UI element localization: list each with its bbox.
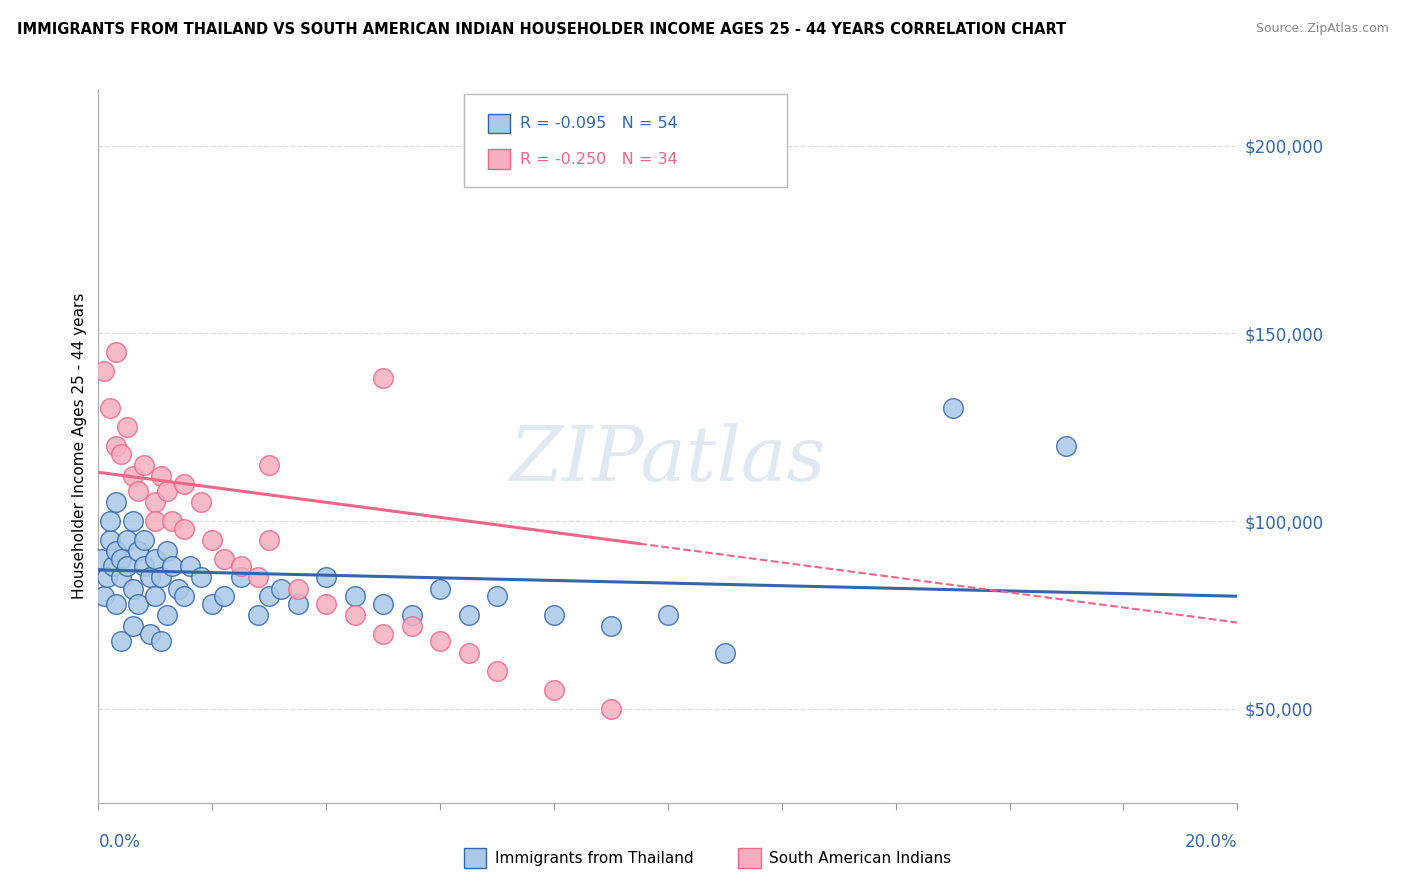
Point: [259, 533, 281, 547]
Point: [145, 514, 167, 528]
Point: [343, 589, 366, 603]
Point: [127, 597, 149, 611]
Point: [600, 619, 623, 633]
Point: [173, 589, 195, 603]
Text: R = -0.250   N = 34: R = -0.250 N = 34: [520, 152, 678, 167]
Point: [96, 570, 118, 584]
Point: [401, 607, 423, 622]
Point: [229, 570, 252, 584]
Point: [162, 559, 184, 574]
Text: 0.0%: 0.0%: [98, 833, 141, 851]
Point: [259, 589, 281, 603]
Point: [150, 570, 173, 584]
Point: [543, 683, 565, 698]
Text: IMMIGRANTS FROM THAILAND VS SOUTH AMERICAN INDIAN HOUSEHOLDER INCOME AGES 25 - 4: IMMIGRANTS FROM THAILAND VS SOUTH AMERIC…: [17, 22, 1066, 37]
Point: [110, 446, 132, 460]
Text: Source: ZipAtlas.com: Source: ZipAtlas.com: [1256, 22, 1389, 36]
Point: [343, 607, 366, 622]
Point: [132, 559, 155, 574]
Point: [145, 589, 167, 603]
Point: [104, 544, 127, 558]
Point: [93, 364, 115, 378]
Point: [657, 607, 679, 622]
Point: [104, 439, 127, 453]
Point: [156, 544, 179, 558]
Point: [1056, 439, 1078, 453]
Point: [246, 607, 269, 622]
Point: [127, 544, 149, 558]
Point: [127, 484, 149, 499]
Point: [315, 597, 337, 611]
Point: [167, 582, 190, 596]
Point: [714, 646, 737, 660]
Text: R = -0.095   N = 54: R = -0.095 N = 54: [520, 116, 678, 131]
Point: [138, 570, 160, 584]
Point: [270, 582, 292, 596]
Point: [457, 607, 479, 622]
Text: ZIPatlas: ZIPatlas: [509, 424, 827, 497]
Point: [315, 570, 337, 584]
Text: 20.0%: 20.0%: [1185, 833, 1237, 851]
Point: [156, 484, 179, 499]
Point: [145, 495, 167, 509]
Point: [486, 665, 509, 679]
Point: [110, 551, 132, 566]
Point: [212, 551, 235, 566]
Point: [373, 371, 395, 385]
Point: [138, 627, 160, 641]
Point: [373, 597, 395, 611]
Point: [229, 559, 252, 574]
Y-axis label: Householder Income Ages 25 - 44 years: Householder Income Ages 25 - 44 years: [72, 293, 87, 599]
Point: [132, 533, 155, 547]
Point: [110, 570, 132, 584]
Point: [150, 469, 173, 483]
Point: [486, 589, 509, 603]
Point: [173, 476, 195, 491]
Point: [287, 582, 309, 596]
Point: [121, 469, 143, 483]
Point: [90, 551, 112, 566]
Point: [543, 607, 565, 622]
Point: [115, 533, 138, 547]
Text: South American Indians: South American Indians: [769, 851, 952, 865]
Point: [110, 634, 132, 648]
Point: [104, 495, 127, 509]
Point: [373, 627, 395, 641]
Point: [429, 582, 451, 596]
Point: [121, 582, 143, 596]
Point: [115, 559, 138, 574]
Point: [145, 551, 167, 566]
Point: [98, 401, 121, 416]
Point: [98, 514, 121, 528]
Point: [287, 597, 309, 611]
Point: [93, 589, 115, 603]
Point: [98, 533, 121, 547]
Point: [179, 559, 201, 574]
Point: [259, 458, 281, 472]
Point: [156, 607, 179, 622]
Point: [429, 634, 451, 648]
Point: [115, 420, 138, 434]
Point: [246, 570, 269, 584]
Point: [600, 702, 623, 716]
Point: [457, 646, 479, 660]
Point: [104, 345, 127, 359]
Point: [101, 559, 124, 574]
Point: [150, 634, 173, 648]
Point: [942, 401, 965, 416]
Point: [132, 458, 155, 472]
Point: [173, 522, 195, 536]
Point: [401, 619, 423, 633]
Point: [121, 514, 143, 528]
Point: [104, 597, 127, 611]
Point: [201, 597, 224, 611]
Point: [190, 570, 212, 584]
Point: [121, 619, 143, 633]
Point: [162, 514, 184, 528]
Point: [212, 589, 235, 603]
Text: Immigrants from Thailand: Immigrants from Thailand: [495, 851, 693, 865]
Point: [201, 533, 224, 547]
Point: [190, 495, 212, 509]
